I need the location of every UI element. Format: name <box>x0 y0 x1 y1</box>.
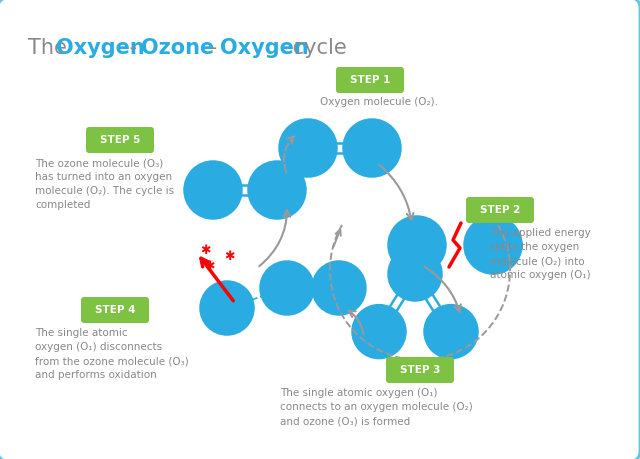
FancyBboxPatch shape <box>81 297 149 323</box>
Text: The single atomic
oxygen (O₁) disconnects
from the ozone molecule (O₃)
and perfo: The single atomic oxygen (O₁) disconnect… <box>35 328 189 380</box>
Text: STEP 1: STEP 1 <box>350 75 390 85</box>
Text: The ozone molecule (O₃)
has turned into an oxygen
molecule (O₂). The cycle is
co: The ozone molecule (O₃) has turned into … <box>35 158 174 210</box>
FancyBboxPatch shape <box>466 197 534 223</box>
Text: cycle: cycle <box>286 38 347 58</box>
FancyBboxPatch shape <box>86 127 154 153</box>
Circle shape <box>313 262 365 314</box>
Text: ✱: ✱ <box>200 244 211 257</box>
Text: -: - <box>123 38 144 58</box>
Text: -: - <box>203 38 224 58</box>
Circle shape <box>353 306 405 358</box>
Text: The applied energy
splits the oxygen
molecule (O₂) into
atomic oxygen (O₁): The applied energy splits the oxygen mol… <box>490 228 591 280</box>
Text: Oxygen: Oxygen <box>220 38 308 58</box>
Text: ✱: ✱ <box>224 250 234 263</box>
Circle shape <box>249 162 305 218</box>
Text: ✱: ✱ <box>204 259 214 273</box>
Circle shape <box>280 120 336 176</box>
Text: STEP 2: STEP 2 <box>480 205 520 215</box>
Text: The: The <box>28 38 74 58</box>
FancyBboxPatch shape <box>386 357 454 383</box>
Text: STEP 3: STEP 3 <box>400 365 440 375</box>
Circle shape <box>185 162 241 218</box>
Circle shape <box>465 217 521 273</box>
Circle shape <box>261 262 313 314</box>
Circle shape <box>425 306 477 358</box>
FancyBboxPatch shape <box>336 67 404 93</box>
Text: The single atomic oxygen (O₁)
connects to an oxygen molecule (O₂)
and ozone (O₃): The single atomic oxygen (O₁) connects t… <box>280 388 473 426</box>
Text: Ozone: Ozone <box>141 38 214 58</box>
Circle shape <box>201 282 253 334</box>
Text: Oxygen: Oxygen <box>56 38 145 58</box>
Text: STEP 4: STEP 4 <box>95 305 135 315</box>
Circle shape <box>389 248 441 300</box>
Text: STEP 5: STEP 5 <box>100 135 140 145</box>
Circle shape <box>389 217 445 273</box>
Text: Oxygen molecule (O₂).: Oxygen molecule (O₂). <box>320 97 438 107</box>
Circle shape <box>344 120 400 176</box>
